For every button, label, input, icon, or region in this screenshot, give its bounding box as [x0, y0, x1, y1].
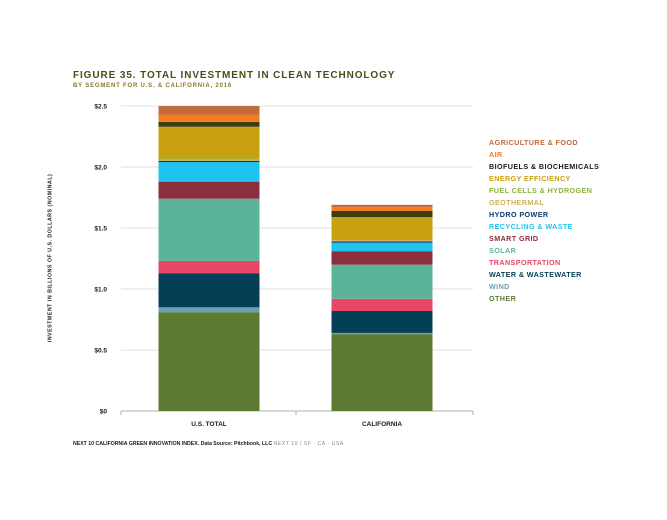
y-tick-label: $0	[100, 408, 108, 415]
bar-segment	[331, 210, 433, 218]
legend-item: WATER & WASTEWATER	[489, 270, 582, 279]
legend-item: BIOFUELS & BIOCHEMICALS	[489, 162, 600, 171]
y-tick-label: $1.5	[94, 225, 107, 232]
footer-tag: NEXT 10 / SF · CA · USA	[273, 441, 344, 447]
bar-segment	[331, 310, 433, 333]
bar-segment	[331, 241, 433, 243]
legend-item: FUEL CELLS & HYDROGEN	[489, 186, 593, 195]
y-tick-label: $2.5	[94, 103, 107, 110]
legend-item: SOLAR	[489, 246, 517, 255]
y-tick-label: $0.5	[94, 347, 107, 354]
bar-segment	[331, 240, 433, 242]
bar-segment	[158, 181, 260, 199]
bar-segment	[158, 159, 260, 161]
y-tick-label: $1.0	[94, 286, 107, 293]
chart-title: FIGURE 35. TOTAL INVESTMENT IN CLEAN TEC…	[73, 70, 396, 81]
y-tick-label: $2.0	[94, 164, 107, 171]
legend-item: HYDRO POWER	[489, 210, 549, 219]
legend-item: TRANSPORTATION	[489, 258, 561, 267]
bar-segment	[158, 114, 260, 122]
footer-source-text: NEXT 10 CALIFORNIA GREEN INNOVATION INDE…	[73, 441, 273, 447]
x-tick-label: U.S. TOTAL	[191, 421, 227, 428]
x-tick-label: CALIFORNIA	[362, 421, 402, 428]
y-axis-label: INVESTMENT IN BILLIONS OF U.S. DOLLARS (…	[47, 173, 54, 343]
bar-segment	[158, 160, 260, 163]
bar-segment	[331, 204, 433, 208]
bar-segment	[158, 126, 260, 159]
bar-segment	[331, 264, 433, 299]
bar-segment	[331, 217, 433, 241]
bar-segment	[158, 158, 260, 160]
bar-segment	[158, 198, 260, 261]
chart-subtitle: BY SEGMENT FOR U.S. & CALIFORNIA, 2016	[73, 83, 232, 89]
bar-segment	[331, 332, 433, 335]
bar-segment	[331, 242, 433, 252]
bar-segment	[158, 260, 260, 274]
footer-source: NEXT 10 CALIFORNIA GREEN INNOVATION INDE…	[73, 441, 344, 447]
bar-segment	[158, 106, 260, 115]
legend-item: RECYCLING & WASTE	[489, 222, 573, 231]
bar-segment	[331, 334, 433, 411]
legend-item: OTHER	[489, 294, 517, 303]
bar-segment	[158, 312, 260, 411]
legend-item: WIND	[489, 282, 510, 291]
legend-item: AGRICULTURE & FOOD	[489, 138, 578, 147]
legend-item: GEOTHERMAL	[489, 198, 545, 207]
legend-item: AIR	[489, 150, 503, 159]
bar-segment	[158, 273, 260, 308]
chart-legend: AGRICULTURE & FOOD AIR BIOFUELS & BIOCHEMI…	[489, 137, 599, 305]
bar-segment	[158, 121, 260, 127]
bar-segment	[158, 162, 260, 182]
legend-item: SMART GRID	[489, 234, 539, 243]
bar-segment	[331, 251, 433, 265]
bar-segment	[158, 307, 260, 313]
bar-segment	[331, 298, 433, 311]
legend-item: ENERGY EFFICIENCY	[489, 174, 571, 183]
bar-segment	[331, 207, 433, 211]
